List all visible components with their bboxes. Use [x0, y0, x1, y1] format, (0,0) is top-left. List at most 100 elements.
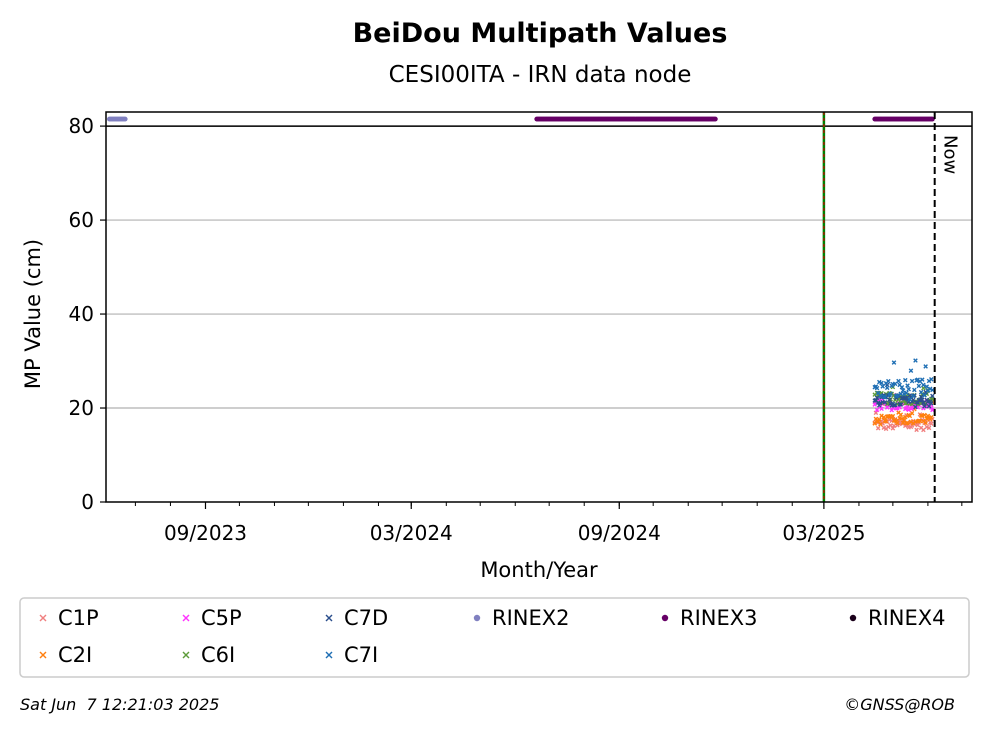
point-c2i [929, 414, 934, 420]
point-c7i [888, 391, 893, 396]
point-c6i-stroke-b [879, 390, 884, 396]
rinex-rinex2 [106, 116, 128, 122]
point-c7i-stroke-b [884, 385, 890, 391]
point-c7i [906, 386, 911, 392]
legend-label-c5p: C5P [201, 606, 242, 630]
point-c2i [905, 420, 910, 426]
point-c7d [874, 395, 880, 401]
point-c7i [882, 395, 888, 400]
point-c7i [901, 391, 907, 397]
point-c5p [879, 406, 884, 412]
point-c1p [890, 426, 896, 431]
y-tick-label-60: 60 [69, 208, 94, 232]
point-c7d [882, 400, 888, 405]
point-c1p-stroke-b [875, 425, 881, 431]
point-c7i-stroke-b [909, 378, 915, 384]
point-c2i [923, 420, 928, 426]
legend: C1P C5P C7D RINEX2 RINEX3 RINEX4 C2I C6I C7I [39, 606, 946, 667]
point-c7d-stroke-b [921, 400, 926, 405]
point-c7d [919, 397, 925, 403]
point-c5p-stroke-b [929, 405, 934, 410]
chart-subtitle: CESI00ITA - IRN data node [389, 62, 692, 88]
point-c2i [877, 417, 882, 422]
point-c7i-stroke-b [875, 390, 881, 396]
point-c5p-stroke-b [879, 406, 884, 412]
point-c7i-stroke-b [879, 380, 884, 386]
legend-label-rinex3: RINEX3 [680, 606, 758, 630]
point-c2i [900, 420, 906, 426]
rinex-rinex3 [534, 116, 935, 122]
point-c7d [913, 404, 918, 410]
point-c1p-stroke-b [891, 423, 897, 429]
point-c2i [883, 419, 889, 424]
point-c7i [930, 387, 935, 393]
point-c2i-stroke-b [929, 414, 934, 420]
point-c7i-stroke-b [916, 383, 922, 389]
point-c5p-stroke-b [930, 407, 935, 413]
point-c7i-stroke-b [900, 388, 906, 393]
point-c2i [881, 414, 887, 420]
legend-marker-c7d-stroke-b [325, 614, 333, 622]
point-c1p-stroke-b [929, 421, 934, 426]
point-c2i [909, 410, 915, 416]
point-c7d-stroke-b [910, 397, 916, 403]
point-c2i-stroke-b [878, 422, 883, 427]
legend-marker-c5p [182, 614, 190, 622]
point-c7d-stroke-b [887, 397, 892, 403]
point-c2i-stroke-b [879, 413, 884, 419]
legend-item-rinex4: RINEX4 [849, 606, 946, 630]
x-tick-label-09/2024: 09/2024 [578, 521, 661, 545]
point-c7i [924, 384, 930, 389]
point-c7i-stroke-b [913, 358, 918, 363]
point-c7i [891, 360, 897, 365]
plot-frame [105, 111, 973, 503]
series-c7i [872, 358, 935, 402]
point-c7d-stroke-b [913, 404, 918, 410]
legend-marker-c2i-stroke-b [39, 651, 47, 659]
point-c6i-stroke-b [896, 397, 901, 402]
legend-marker-rinex2 [473, 614, 481, 622]
legend-marker-c6i-stroke-b [182, 651, 190, 659]
point-c1p [926, 425, 932, 431]
point-c7i-stroke-b [897, 382, 902, 388]
point-c7i-stroke-b [905, 383, 910, 388]
axes: 0 20 40 60 80 09/2023 03/2024 09/2024 03/2025 [69, 114, 963, 545]
legend-item-c2i: C2I [39, 643, 92, 667]
legend-item-c7d: C7D [325, 606, 388, 630]
point-c5p [930, 407, 935, 413]
legend-item-c7i: C7I [325, 643, 378, 667]
footer-credit: ©GNSS@ROB [844, 695, 955, 714]
y-tick-label-20: 20 [69, 396, 94, 420]
point-c7i [927, 386, 933, 392]
point-c7i-stroke-b [901, 391, 907, 397]
x-axis-label: Month/Year [480, 558, 598, 582]
point-c2i-stroke-b [900, 420, 906, 426]
point-c1p [873, 410, 879, 416]
point-c7i-stroke-b [922, 393, 927, 398]
point-c2i-stroke-b [909, 410, 915, 416]
point-c5p-stroke-b [872, 402, 878, 407]
legend-marker-rinex3 [661, 614, 669, 622]
point-c7i [912, 387, 917, 393]
point-c2i-stroke-b [899, 416, 905, 421]
point-c7i-stroke-b [923, 364, 928, 369]
legend-marker-c7d [325, 614, 333, 622]
point-c1p-stroke-b [915, 422, 921, 428]
point-c5p [872, 402, 878, 407]
point-c1p-stroke-b [890, 426, 896, 431]
rinex-point-rinex2 [122, 116, 128, 122]
legend-label-c1p: C1P [58, 606, 99, 630]
point-c7i-stroke-b [874, 385, 880, 391]
point-c7d-stroke-b [892, 402, 898, 408]
point-c7i [895, 393, 900, 398]
point-c7i [922, 393, 927, 398]
point-c7i [878, 393, 883, 399]
point-c2i-stroke-b [901, 417, 907, 423]
data-points [106, 116, 935, 433]
point-c7i-stroke-b [888, 391, 893, 396]
point-c7d [929, 401, 934, 406]
legend-label-c2i: C2I [58, 643, 92, 667]
point-c7i-stroke-b [908, 368, 914, 373]
point-c7i-stroke-b [896, 378, 901, 384]
point-c1p-stroke-b [921, 427, 926, 433]
